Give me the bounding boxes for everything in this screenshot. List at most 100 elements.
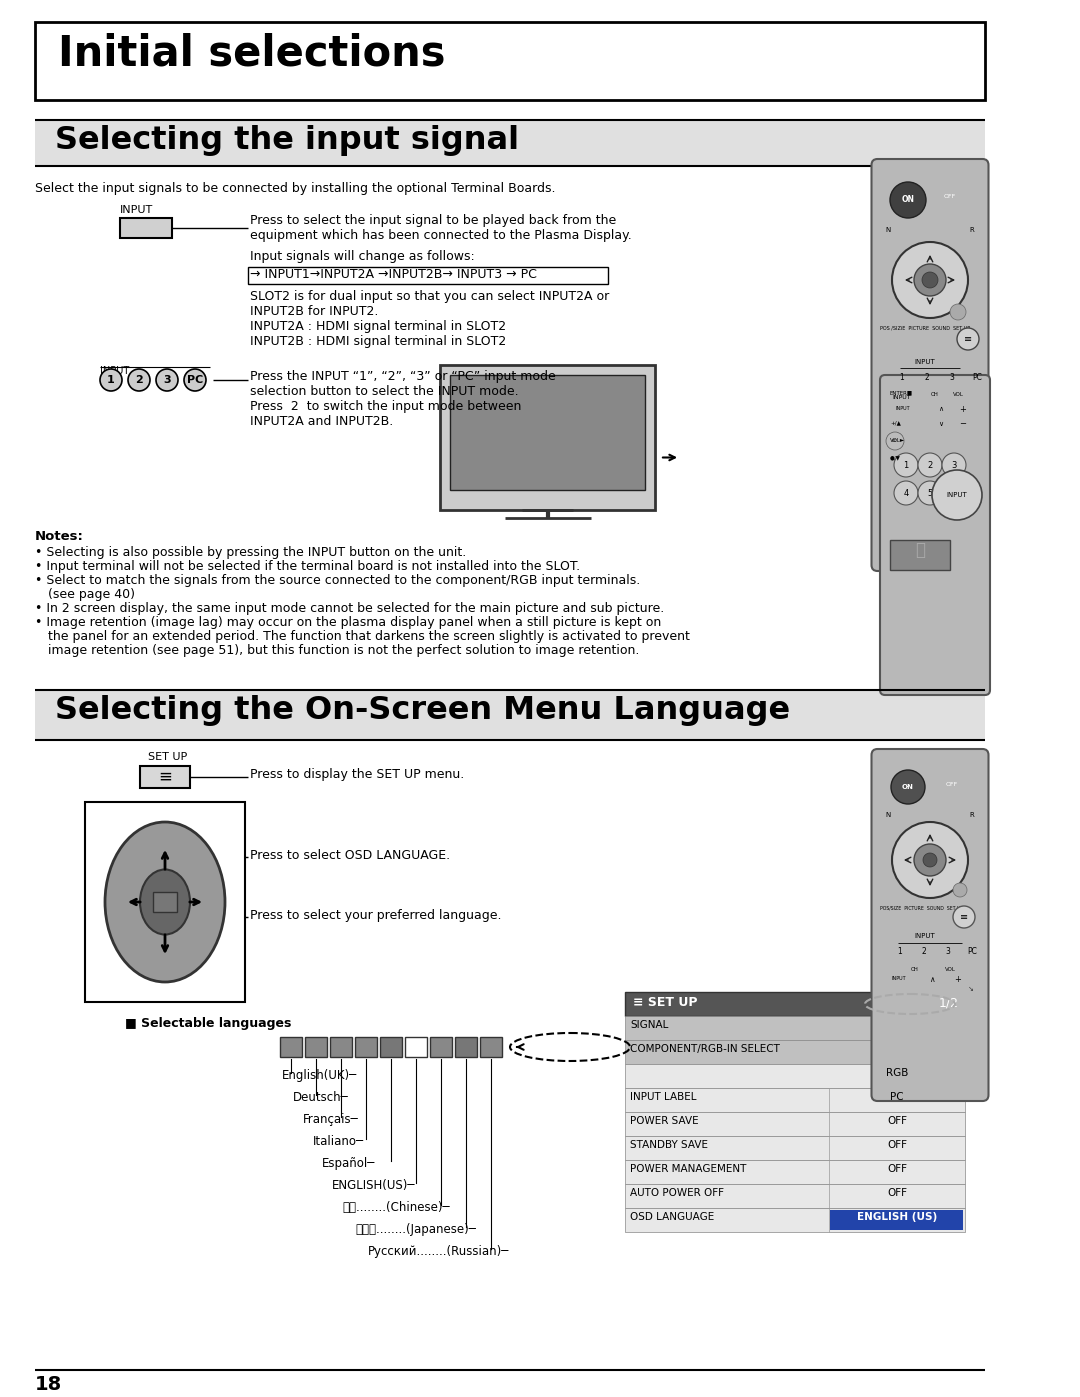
Text: Русский........(Russian)─: Русский........(Russian)─ [368,1245,510,1259]
FancyBboxPatch shape [917,370,937,384]
Circle shape [129,369,150,391]
Text: image retention (see page 51), but this function is not the perfect solution to : image retention (see page 51), but this … [48,644,639,657]
Text: ∧: ∧ [939,407,944,412]
Text: 2: 2 [135,374,143,386]
Text: 1: 1 [903,461,908,469]
Text: Press to select OSD LANGUAGE.: Press to select OSD LANGUAGE. [249,849,450,862]
Circle shape [892,242,968,319]
FancyBboxPatch shape [892,370,912,384]
Text: Français─: Français─ [303,1113,359,1126]
Text: ↘: ↘ [968,986,974,992]
FancyBboxPatch shape [887,418,924,429]
Text: Press the INPUT “1”, “2”, “3” or “PC” input mode
selection button to select the : Press the INPUT “1”, “2”, “3” or “PC” in… [249,370,556,427]
FancyBboxPatch shape [932,418,950,432]
Text: Selecting the input signal: Selecting the input signal [55,124,519,156]
Circle shape [892,821,968,898]
Text: ■ Selectable languages: ■ Selectable languages [125,1017,292,1030]
Text: ENGLISH(US)─: ENGLISH(US)─ [332,1179,416,1192]
Text: Deutsch─: Deutsch─ [293,1091,349,1104]
Text: ≡: ≡ [158,768,172,787]
Text: PC: PC [890,1092,904,1102]
Circle shape [184,369,206,391]
Circle shape [950,305,966,320]
Text: 5: 5 [928,489,933,497]
Text: 1: 1 [900,373,904,381]
FancyBboxPatch shape [892,402,914,416]
FancyBboxPatch shape [942,370,962,384]
FancyBboxPatch shape [962,944,982,958]
Text: INPUT: INPUT [120,205,153,215]
FancyBboxPatch shape [939,780,966,793]
Text: (see page 40): (see page 40) [48,588,135,601]
FancyBboxPatch shape [35,690,985,740]
Text: STANDBY SAVE: STANDBY SAVE [630,1140,708,1150]
Text: 3: 3 [949,373,955,381]
Text: OFF: OFF [944,194,956,198]
FancyBboxPatch shape [926,914,943,921]
FancyBboxPatch shape [887,436,924,447]
Text: R: R [970,812,974,819]
FancyBboxPatch shape [880,374,990,694]
FancyBboxPatch shape [955,335,973,344]
FancyBboxPatch shape [430,1037,453,1058]
Text: • Selecting is also possible by pressing the INPUT button on the unit.: • Selecting is also possible by pressing… [35,546,467,559]
Text: Press to display the SET UP menu.: Press to display the SET UP menu. [249,768,464,781]
Text: +/▲: +/▲ [890,420,901,425]
FancyBboxPatch shape [831,1210,963,1229]
Text: • Input terminal will not be selected if the terminal board is not installed int: • Input terminal will not be selected if… [35,560,580,573]
FancyBboxPatch shape [625,1208,966,1232]
Ellipse shape [105,821,225,982]
FancyBboxPatch shape [932,402,950,416]
Text: 1: 1 [107,374,114,386]
FancyBboxPatch shape [380,1037,402,1058]
Text: English(UK)─: English(UK)─ [282,1069,357,1083]
Text: INPUT: INPUT [892,395,910,400]
Text: 2: 2 [928,461,933,469]
Text: Notes:: Notes: [35,529,84,543]
FancyBboxPatch shape [625,1088,966,1112]
FancyBboxPatch shape [888,972,910,986]
FancyBboxPatch shape [887,453,924,464]
Text: ON: ON [902,784,914,789]
Circle shape [957,328,978,351]
Text: • Image retention (image lag) may occur on the plasma display panel when a still: • Image retention (image lag) may occur … [35,616,661,629]
FancyBboxPatch shape [305,1037,327,1058]
Text: Press to select the input signal to be played back from the
equipment which has : Press to select the input signal to be p… [249,214,632,242]
Text: ENGLISH (US): ENGLISH (US) [856,1213,937,1222]
Text: POS /SIZiE  PICTURE  SOUND  SET UP: POS /SIZiE PICTURE SOUND SET UP [879,326,970,331]
FancyBboxPatch shape [280,1037,302,1058]
FancyBboxPatch shape [355,1037,377,1058]
Text: POS/SIZE  PICTURE  SOUND  SET UP: POS/SIZE PICTURE SOUND SET UP [880,905,963,909]
Circle shape [953,907,975,928]
FancyBboxPatch shape [886,335,904,344]
Text: 日本語........(Japanese)─: 日本語........(Japanese)─ [355,1222,476,1236]
FancyBboxPatch shape [914,944,934,958]
Text: Select the input signals to be connected by installing the optional Terminal Boa: Select the input signals to be connected… [35,182,555,196]
Text: 3: 3 [951,461,957,469]
Text: Selecting the On-Screen Menu Language: Selecting the On-Screen Menu Language [55,694,791,726]
Circle shape [914,264,946,296]
Text: 3: 3 [163,374,171,386]
Text: ≡: ≡ [960,912,968,922]
Circle shape [894,453,918,476]
Text: Input signals will change as follows:: Input signals will change as follows: [249,250,475,263]
Text: AUTO POWER OFF: AUTO POWER OFF [630,1187,724,1199]
Circle shape [918,481,942,504]
Text: 2: 2 [921,947,927,957]
Text: PC: PC [967,947,977,957]
Text: ON: ON [902,196,915,204]
FancyBboxPatch shape [35,22,985,101]
Text: SIGNAL: SIGNAL [630,1020,669,1030]
FancyBboxPatch shape [625,1016,966,1039]
Text: INPUT: INPUT [915,933,935,939]
Text: → INPUT1→INPUT2A →INPUT2B→ INPUT3 → PC: → INPUT1→INPUT2A →INPUT2B→ INPUT3 → PC [249,268,537,281]
FancyBboxPatch shape [932,335,950,344]
Text: CH: CH [931,393,939,397]
FancyBboxPatch shape [922,972,942,986]
Text: ∨: ∨ [939,420,944,427]
Text: +: + [955,975,961,983]
Text: INPUT: INPUT [892,977,906,982]
FancyBboxPatch shape [450,374,645,490]
FancyBboxPatch shape [480,1037,502,1058]
Text: Press to select your preferred language.: Press to select your preferred language. [249,909,501,922]
